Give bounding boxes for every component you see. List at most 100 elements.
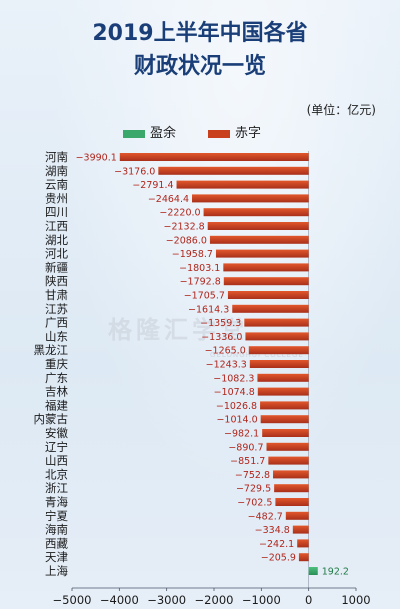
category-label: 福建: [45, 398, 68, 412]
value-label: −334.8: [255, 525, 290, 536]
deficit-bar: [257, 387, 309, 396]
deficit-bar: [292, 525, 309, 534]
value-label: −702.5: [237, 498, 272, 509]
value-label: −1359.3: [200, 318, 241, 329]
legend-item-surplus: 盈余: [123, 122, 176, 141]
category-label: 吉林: [45, 385, 68, 399]
deficit-bar: [266, 442, 309, 451]
category-label: 江西: [45, 219, 68, 233]
deficit-bar: [245, 332, 309, 341]
deficit-bar: [209, 235, 309, 244]
value-label: −1014.0: [216, 415, 257, 426]
category-label: 上海: [45, 564, 68, 578]
value-label: −2220.0: [159, 208, 200, 219]
category-label: 云南: [45, 178, 68, 192]
category-label: 广东: [45, 371, 68, 385]
value-label: −482.7: [248, 511, 283, 522]
category-label: 浙江: [45, 481, 68, 495]
category-label: 湖南: [45, 164, 68, 178]
category-label: 天津: [45, 550, 68, 564]
category-label: 内蒙古: [34, 412, 69, 426]
value-label: −205.9: [261, 553, 296, 564]
deficit-bar: [249, 360, 309, 368]
value-label: −1074.8: [214, 387, 255, 398]
deficit-bar: [268, 456, 309, 465]
value-label: −1082.3: [213, 373, 254, 384]
category-label: 贵州: [45, 191, 68, 205]
value-label: −1265.0: [205, 346, 246, 357]
deficit-bar: [257, 373, 309, 382]
x-tick-label: −3000: [147, 593, 186, 607]
value-label: −2791.4: [132, 180, 173, 191]
category-label: 山东: [45, 329, 68, 343]
category-label: 新疆: [45, 260, 68, 274]
x-tick-label: −1000: [242, 593, 281, 607]
legend-item-deficit: 赤字: [208, 122, 261, 141]
value-label: −242.1: [259, 539, 294, 550]
deficit-bar: [275, 498, 309, 506]
watermark: 格隆汇学堂: [108, 316, 248, 344]
category-label: 黑龙江: [34, 343, 69, 357]
category-label: 北京: [45, 467, 68, 481]
category-label: 江苏: [45, 302, 68, 316]
x-tick-label: −4000: [100, 593, 139, 607]
value-label: −1705.7: [184, 291, 225, 302]
value-label: −2132.8: [164, 222, 205, 233]
category-label: 甘肃: [45, 288, 68, 302]
unit-label: (单位：亿元): [306, 103, 376, 117]
deficit-bar: [285, 511, 309, 520]
value-label: −1026.8: [216, 401, 257, 412]
category-label: 广西: [45, 316, 68, 330]
value-label: −1803.1: [179, 263, 220, 274]
value-label: −1614.3: [188, 304, 229, 315]
value-label: −2086.0: [166, 235, 207, 246]
deficit-bar: [298, 553, 309, 562]
deficit-bar: [158, 166, 309, 175]
value-label: −2464.4: [148, 194, 189, 205]
deficit-bar: [248, 346, 309, 355]
category-label: 湖北: [45, 233, 68, 247]
value-label: −1792.8: [180, 277, 221, 288]
deficit-bar: [119, 153, 309, 161]
deficit-bar: [192, 194, 309, 203]
category-label: 河北: [45, 247, 68, 261]
deficit-bar: [232, 304, 309, 313]
deficit-bar: [227, 291, 309, 299]
legend-swatch-deficit: [208, 129, 230, 138]
deficit-bar: [273, 470, 309, 479]
deficit-bar: [223, 277, 309, 286]
x-tick-label: 1000: [341, 593, 370, 607]
value-label: −752.8: [235, 470, 270, 481]
legend-swatch-surplus: [123, 129, 145, 138]
category-label: 海南: [45, 523, 68, 537]
category-label: 安徽: [45, 426, 68, 440]
category-label: 宁夏: [45, 509, 68, 523]
category-label: 西藏: [45, 536, 68, 550]
deficit-bar: [203, 208, 309, 217]
deficit-bar: [274, 484, 309, 493]
category-label: 山西: [45, 454, 68, 468]
value-label: −3990.1: [76, 153, 117, 164]
value-label: −729.5: [236, 484, 271, 495]
deficit-bar: [215, 249, 309, 258]
surplus-bar: [308, 567, 318, 575]
value-label: −1336.0: [201, 332, 242, 343]
value-label: −851.7: [230, 456, 265, 467]
x-tick-label: −5000: [53, 593, 92, 607]
x-tick-label: 0: [305, 593, 312, 607]
category-label: 重庆: [45, 357, 68, 371]
category-label: 辽宁: [45, 440, 68, 454]
category-label: 河南: [45, 150, 68, 164]
value-label: −890.7: [228, 442, 263, 453]
category-label: 四川: [45, 205, 68, 219]
legend-label-surplus: 盈余: [150, 126, 177, 141]
category-label: 陕西: [45, 274, 68, 288]
deficit-bar: [207, 222, 309, 230]
value-label: −982.1: [224, 429, 259, 440]
legend-label-deficit: 赤字: [235, 126, 262, 141]
deficit-bar: [297, 539, 309, 548]
value-label: −3176.0: [114, 166, 155, 177]
category-label: 青海: [45, 495, 68, 509]
